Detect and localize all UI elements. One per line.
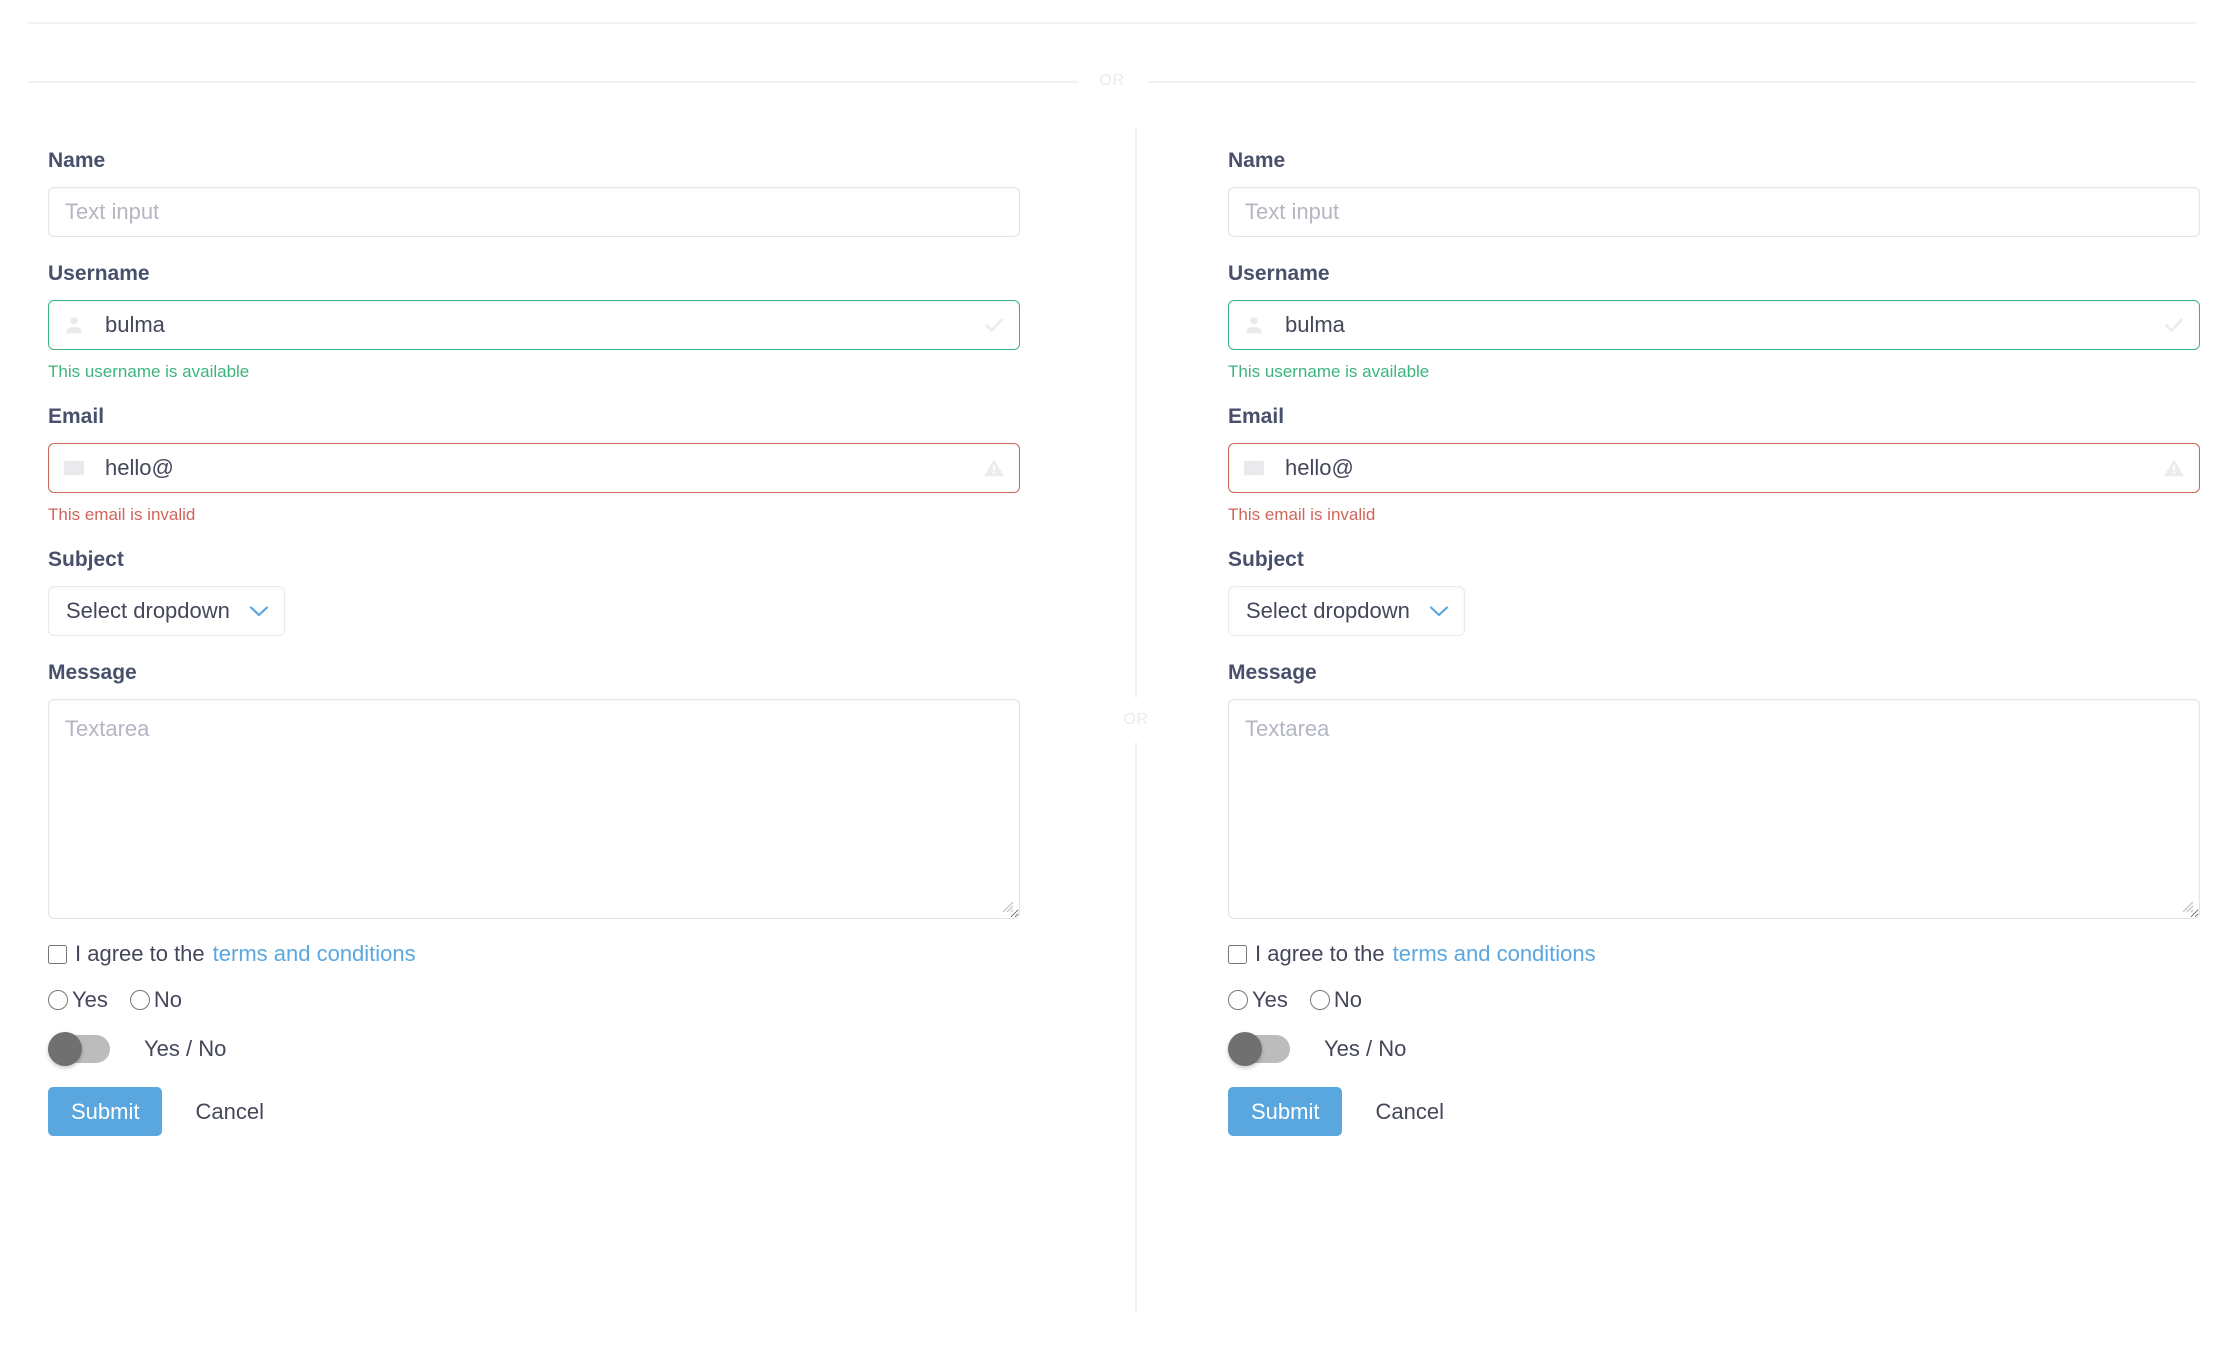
cancel-button[interactable]: Cancel [172, 1087, 286, 1136]
field-name: Name [48, 150, 1020, 237]
radio-option-no[interactable]: No [1309, 987, 1363, 1013]
submit-button[interactable]: Submit [48, 1087, 163, 1136]
yes-no-toggle-switch[interactable] [48, 1032, 110, 1066]
toggle-knob [48, 1032, 82, 1066]
label-message: Message [48, 661, 137, 684]
label-username: Username [1228, 262, 1330, 285]
control-name [1228, 187, 2200, 237]
email-input[interactable] [1228, 443, 2200, 493]
label-subject: Subject [1228, 548, 1304, 571]
label-message: Message [1228, 661, 1317, 684]
radio-yes-input[interactable] [48, 990, 68, 1010]
form-column-right: Name Username [1228, 150, 2200, 1136]
yes-no-radio-group[interactable]: Yes No [1228, 987, 2200, 1013]
subject-select-value[interactable]: Select dropdown [48, 586, 285, 636]
control-username [1228, 300, 2200, 350]
radio-no-input[interactable] [129, 990, 150, 1010]
terms-prefix-label: I agree to the [75, 941, 205, 966]
email-help-text: This email is invalid [48, 505, 196, 524]
username-input[interactable] [48, 300, 1020, 350]
label-name: Name [48, 149, 106, 172]
subject-select[interactable]: Select dropdown [1228, 586, 1465, 636]
field-name: Name [1228, 150, 2200, 237]
divider-line-top [1135, 128, 1137, 698]
radio-option-yes[interactable]: Yes [48, 987, 108, 1013]
username-help-text: This username is available [1228, 362, 1430, 381]
field-message: Message [1228, 662, 2200, 919]
control-username [48, 300, 1020, 350]
yes-no-switch-row[interactable]: Yes / No [1228, 1032, 2200, 1066]
terms-prefix-label: I agree to the [1255, 941, 1385, 966]
divider-line-bottom [1135, 742, 1137, 1312]
name-input[interactable] [48, 187, 1020, 237]
divider-line-right [1146, 81, 2196, 83]
label-name: Name [1228, 149, 1286, 172]
radio-option-yes[interactable]: Yes [1228, 987, 1288, 1013]
yes-no-switch-row[interactable]: Yes / No [48, 1032, 1020, 1066]
message-textarea[interactable] [48, 699, 1020, 919]
radio-no-label: No [1333, 987, 1363, 1012]
spacer [1228, 636, 2200, 662]
field-message: Message [48, 662, 1020, 919]
spacer [48, 636, 1020, 662]
subject-select-value[interactable]: Select dropdown [1228, 586, 1465, 636]
label-subject: Subject [48, 548, 124, 571]
terms-checkbox[interactable] [48, 944, 67, 964]
radio-no-label: No [153, 987, 183, 1012]
control-email [1228, 443, 2200, 493]
field-email: Email This email is invalid [48, 406, 1020, 523]
form-column-left: Name Username [48, 150, 1020, 1136]
toggle-knob [1228, 1032, 1262, 1066]
message-textarea[interactable] [1228, 699, 2200, 919]
or-label-vertical: OR [1123, 711, 1149, 728]
field-email: Email This email is invalid [1228, 406, 2200, 523]
cancel-button[interactable]: Cancel [1352, 1087, 1466, 1136]
username-input[interactable] [1228, 300, 2200, 350]
control-message [48, 699, 1020, 919]
or-label-horizontal: OR [1099, 72, 1125, 89]
control-name [48, 187, 1020, 237]
radio-yes-label: Yes [72, 987, 108, 1012]
form-actions: Submit Cancel [1228, 1087, 2200, 1136]
name-input[interactable] [1228, 187, 2200, 237]
control-message [1228, 699, 2200, 919]
vertical-or-divider: OR [1124, 128, 1148, 1312]
switch-label: Yes / No [1324, 1036, 1407, 1061]
horizontal-or-divider: OR [28, 70, 2196, 94]
submit-button[interactable]: Submit [1228, 1087, 1343, 1136]
email-help-text: This email is invalid [1228, 505, 1376, 524]
field-username: Username This username is available [48, 263, 1020, 380]
control-email [48, 443, 1020, 493]
yes-no-toggle-switch[interactable] [1228, 1032, 1290, 1066]
subject-select[interactable]: Select dropdown [48, 586, 285, 636]
username-help-text: This username is available [48, 362, 250, 381]
email-input[interactable] [48, 443, 1020, 493]
yes-no-radio-group[interactable]: Yes No [48, 987, 1020, 1013]
terms-checkbox-row[interactable]: I agree to the terms and conditions [48, 941, 1020, 967]
terms-checkbox-row[interactable]: I agree to the terms and conditions [1228, 941, 2200, 967]
field-subject: Subject Select dropdown [1228, 549, 2200, 636]
label-email: Email [48, 405, 105, 428]
terms-and-conditions-link[interactable]: terms and conditions [212, 941, 416, 966]
form-actions: Submit Cancel [48, 1087, 1020, 1136]
label-email: Email [1228, 405, 1285, 428]
label-username: Username [48, 262, 150, 285]
radio-yes-input[interactable] [1228, 990, 1248, 1010]
divider-line-left [28, 81, 1078, 83]
field-username: Username This username is available [1228, 263, 2200, 380]
field-subject: Subject Select dropdown [48, 549, 1020, 636]
radio-no-input[interactable] [1309, 990, 1330, 1010]
radio-yes-label: Yes [1252, 987, 1288, 1012]
spacer [48, 237, 1020, 263]
terms-checkbox[interactable] [1228, 944, 1247, 964]
spacer [1228, 237, 2200, 263]
radio-option-no[interactable]: No [129, 987, 183, 1013]
switch-label: Yes / No [144, 1036, 227, 1061]
top-divider [28, 22, 2196, 24]
terms-and-conditions-link[interactable]: terms and conditions [1392, 941, 1596, 966]
